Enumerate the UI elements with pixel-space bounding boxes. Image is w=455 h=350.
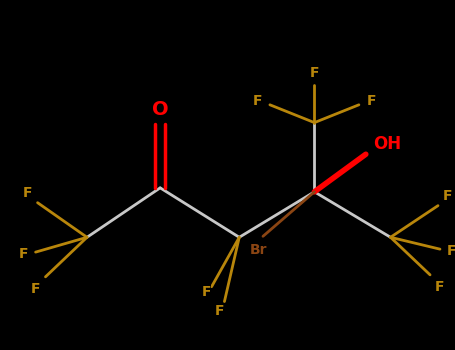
Text: F: F xyxy=(19,247,29,261)
Text: F: F xyxy=(367,94,376,108)
Text: F: F xyxy=(23,186,32,200)
Text: F: F xyxy=(253,94,262,108)
Text: F: F xyxy=(215,304,224,318)
Text: OH: OH xyxy=(374,135,402,153)
Text: Br: Br xyxy=(249,243,267,257)
Text: F: F xyxy=(31,282,40,296)
Text: F: F xyxy=(310,66,319,80)
Text: O: O xyxy=(152,100,168,119)
Text: F: F xyxy=(447,244,455,258)
Text: F: F xyxy=(435,280,445,294)
Text: F: F xyxy=(202,285,212,299)
Text: F: F xyxy=(443,189,453,203)
